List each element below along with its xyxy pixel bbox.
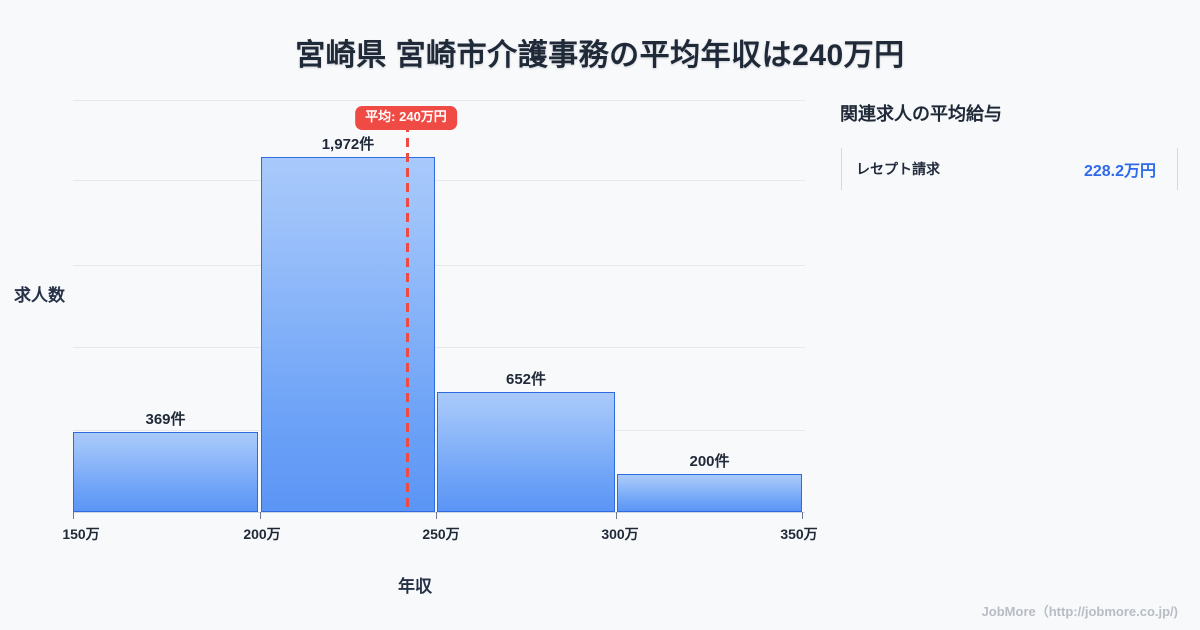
panel-row[interactable]: レセプト請求 228.2万円 [838,148,1178,190]
x-axis-line [73,512,805,513]
footer-attribution: JobMore（http://jobmore.co.jp/) [981,604,1178,619]
related-salary-panel: 関連求人の平均給与 レセプト請求 228.2万円 [838,100,1178,190]
gridline [73,100,805,101]
x-tick [436,512,437,519]
plot-area: 369件 1,972件 652件 200件 150万 200万 250万 300… [62,100,818,542]
x-tick [73,512,74,519]
bar-value-label: 1,972件 [321,136,375,153]
x-tick [616,512,617,519]
panel-title: 関連求人の平均給与 [840,104,1002,124]
bar-250-300[interactable] [437,392,615,512]
x-tick-label: 350万 [780,526,818,542]
x-tick-label: 150万 [62,526,100,542]
gridline [73,180,805,181]
page-title: 宮崎県 宮崎市介護事務の平均年収は240万円 [295,39,905,72]
x-tick-label: 200万 [243,526,281,542]
average-badge: 平均: 240万円 [355,106,457,130]
bar-value-label: 369件 [145,411,186,428]
panel-row-label: レセプト請求 [856,161,940,177]
bar-value-label: 200件 [689,453,730,470]
x-tick-label: 300万 [601,526,639,542]
panel-row-value: 228.2万円 [1083,163,1156,180]
histogram-chart: 求人数 369件 1,972件 652件 200件 [14,100,818,596]
x-tick [260,512,261,519]
bar-value-label: 652件 [505,371,547,388]
bar-150-200[interactable] [73,432,258,512]
gridline [73,265,805,266]
gridline [73,347,805,348]
average-line [406,108,409,512]
x-tick-label: 250万 [422,526,460,542]
x-axis-title: 年収 [398,577,432,596]
x-tick [802,512,803,519]
y-axis-title: 求人数 [14,286,65,305]
bar-300-350[interactable] [617,474,802,512]
